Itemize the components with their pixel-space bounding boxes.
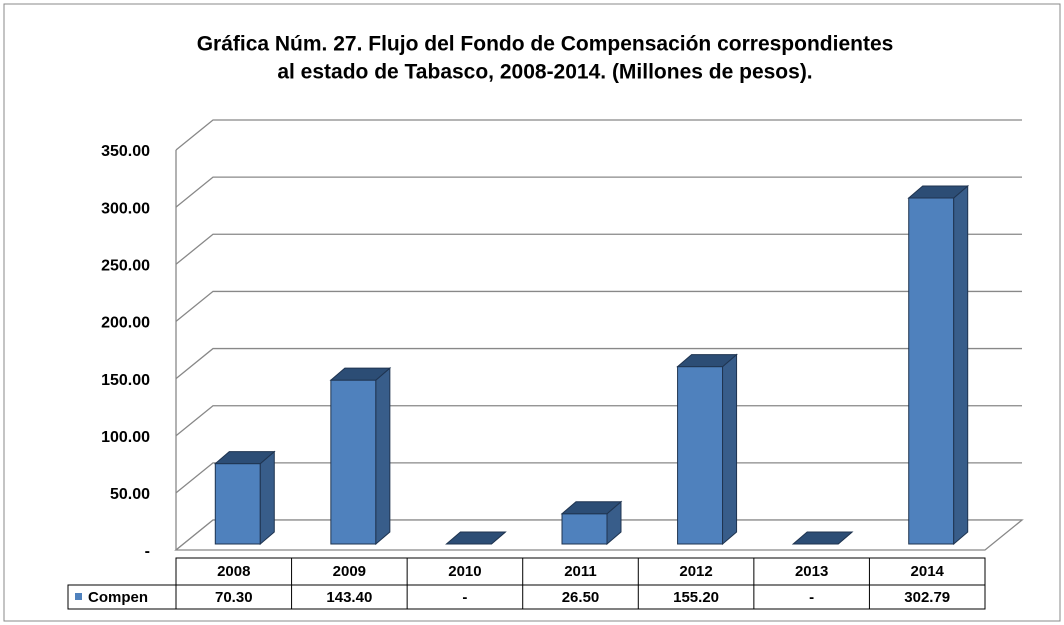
table-value: 26.50 (562, 589, 600, 606)
bar-top (560, 501, 623, 515)
bar-top (329, 367, 392, 381)
bar-top (791, 531, 854, 545)
table-border (175, 557, 986, 610)
y-tick-label: - (145, 543, 150, 560)
x-tick-label: 2013 (795, 563, 828, 580)
grid-line (175, 405, 1022, 437)
y-tick-label: 250.00 (101, 258, 150, 275)
bar-side (375, 367, 391, 546)
bar-front (561, 513, 608, 545)
table-value: 70.30 (215, 589, 253, 606)
grid-line (175, 290, 1022, 322)
x-tick-label: 2008 (217, 563, 250, 580)
bar (445, 531, 507, 545)
x-tick-label: 2014 (911, 563, 945, 580)
x-tick-label: 2009 (333, 563, 366, 580)
grid-line (175, 462, 1022, 494)
x-tick-label: 2012 (679, 563, 712, 580)
y-tick-label: 50.00 (110, 486, 150, 503)
bar-front (677, 366, 724, 545)
y-tick-label: 150.00 (101, 372, 150, 389)
chart-title: al estado de Tabasco, 2008-2014. (Millon… (277, 61, 812, 84)
legend-swatch (75, 593, 82, 600)
x-tick-label: 2011 (564, 563, 597, 580)
table-value: - (809, 589, 814, 606)
table-value: 143.40 (326, 589, 372, 606)
bar (329, 367, 392, 546)
bar-top (445, 531, 507, 545)
bar-side (259, 450, 275, 546)
table-border (67, 584, 177, 610)
bar (791, 531, 854, 545)
bar-top (907, 185, 970, 199)
chart-border (3, 3, 1061, 622)
y-tick-label: 200.00 (101, 315, 150, 332)
grid-line (175, 347, 1022, 380)
bar-side (722, 353, 738, 546)
y-tick-label: 350.00 (101, 143, 150, 160)
chart-title: Gráfica Núm. 27. Flujo del Fondo de Comp… (197, 33, 894, 56)
table-value: - (462, 589, 467, 606)
bar (907, 184, 970, 546)
y-tick-label: 300.00 (101, 200, 150, 217)
bar-front (330, 379, 377, 545)
legend-label: Compen (88, 589, 148, 606)
table-value: 302.79 (904, 589, 950, 606)
y-tick-label: 100.00 (101, 429, 150, 446)
bar-side (953, 184, 969, 546)
grid-line (175, 119, 1022, 151)
bar (676, 353, 738, 546)
bar-front (214, 463, 261, 545)
table-value: 155.20 (673, 589, 719, 606)
bar (560, 500, 623, 546)
bar-front (908, 197, 955, 545)
bar-top (213, 451, 276, 465)
grid-line (175, 176, 1022, 208)
grid-line (175, 233, 1022, 265)
bar (213, 450, 276, 546)
x-tick-label: 2010 (448, 563, 481, 580)
bar-top (676, 354, 738, 368)
